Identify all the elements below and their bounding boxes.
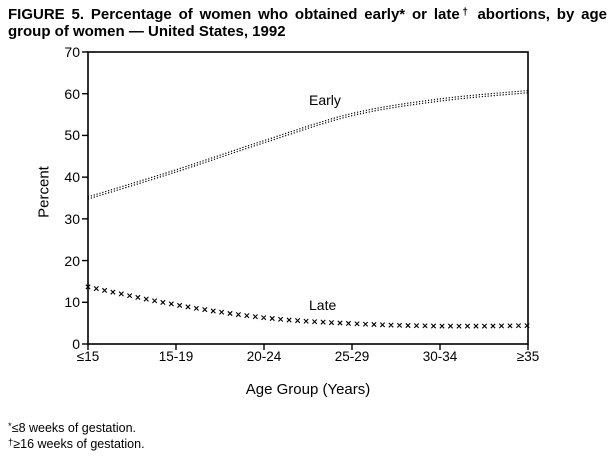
title-text-post: abortions, by age [470, 6, 607, 23]
footnote-early-text: ≤8 weeks of gestation. [11, 421, 136, 435]
y-tick-label-60: 60 [64, 85, 80, 102]
footnote-late-text: ≥16 weeks of gestation. [13, 436, 145, 451]
x-tick-label-5: 30-34 [422, 349, 458, 364]
late-series-markers [85, 284, 530, 329]
x-tick-label-6: ≥35 [516, 349, 540, 364]
asterisk-marker: * [8, 421, 12, 432]
y-tick-label-30: 30 [64, 210, 80, 227]
series-label-early: Early [309, 92, 341, 108]
footnote-late: †≥16 weeks of gestation. [8, 436, 145, 452]
footnotes: *≤8 weeks of gestation. †≥16 weeks of ge… [8, 420, 145, 451]
title-text-pre: FIGURE 5. Percentage of women who obtain… [8, 6, 460, 23]
series-label-late: Late [309, 297, 337, 313]
figure-title-line2: group of women — United States, 1992 [8, 23, 286, 40]
x-tick-label-3: 20-24 [246, 349, 282, 364]
x-axis-title: Age Group (Years) [245, 381, 371, 398]
y-tick-label-0: 0 [72, 336, 80, 352]
dagger-superscript: † [459, 7, 471, 18]
y-tick-label-40: 40 [64, 169, 80, 186]
x-tick-label-1: ≤15 [76, 349, 100, 364]
dagger-marker: † [8, 436, 14, 448]
y-tick-label-20: 20 [64, 252, 80, 269]
footnote-early: *≤8 weeks of gestation. [8, 420, 145, 436]
figure-title-line1: FIGURE 5. Percentage of women who obtain… [8, 4, 607, 23]
y-tick-label-10: 10 [64, 294, 80, 311]
early-series-path [87, 89, 529, 198]
x-tick-label-4: 25-29 [334, 349, 370, 364]
x-tick-label-2: 15-19 [158, 349, 194, 364]
figure-title: FIGURE 5. Percentage of women who obtain… [8, 4, 607, 40]
late-series-guide [88, 287, 528, 326]
plot-frame [87, 51, 529, 345]
early-series-path [87, 92, 529, 200]
y-tick-label-70: 70 [64, 44, 80, 60]
y-tick-label-50: 50 [64, 127, 80, 144]
